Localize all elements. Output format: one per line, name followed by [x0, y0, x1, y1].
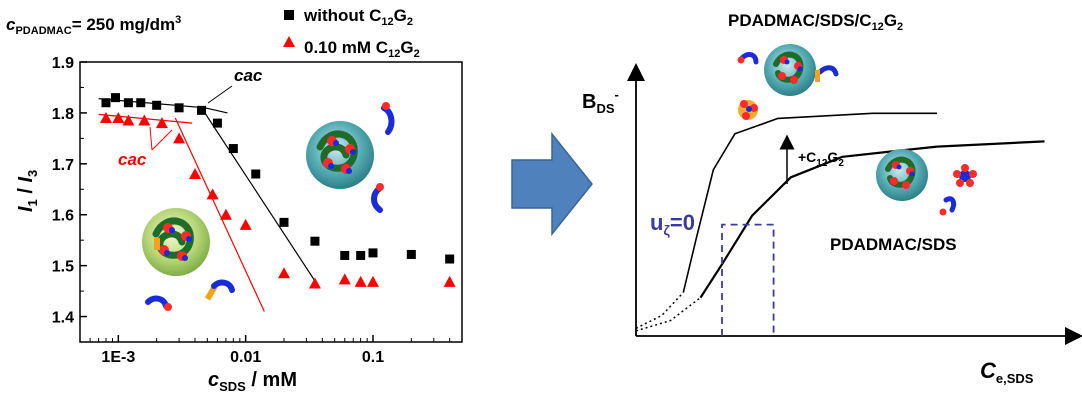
x-tick-label: 1E-3 — [101, 349, 135, 366]
left-data-points — [99, 93, 456, 289]
curve-dotted-part — [635, 297, 701, 332]
data-point-square — [136, 98, 146, 108]
data-point-square — [197, 105, 207, 115]
fit-line — [174, 117, 265, 312]
data-point-square — [445, 254, 455, 264]
data-point-triangle — [219, 208, 232, 220]
cac-pointer-red — [151, 129, 173, 151]
data-point-triangle — [308, 277, 321, 289]
data-point-triangle — [173, 132, 186, 144]
data-point-square — [310, 236, 320, 246]
right-top-label: PDADMAC/SDS/C12G2 — [728, 11, 903, 33]
surfactant-top-right-icon — [815, 65, 839, 82]
x-tick-label: 0.01 — [230, 349, 261, 366]
right-axes — [627, 63, 1082, 345]
left-chart: 1.4 1.5 1.6 1.7 1.8 1.9 1E-3 0.01 0.1 cPDADMAC= … — [6, 6, 463, 394]
data-point-square — [406, 249, 416, 259]
right-y-axis-label: BDS- — [582, 87, 619, 116]
x-tick-label: 0.1 — [362, 349, 384, 366]
data-point-triangle — [239, 218, 252, 230]
y-tick-label: 1.5 — [52, 259, 74, 276]
data-point-triangle — [277, 267, 290, 279]
transition-arrow-icon — [511, 131, 593, 237]
surfactant-bottom-icon — [939, 196, 957, 216]
micelle-teal-icon — [306, 121, 374, 189]
right-bottom-label: PDADMAC/SDS — [830, 235, 957, 254]
complex-bottom-icon — [876, 149, 928, 201]
curve-dotted-part — [635, 291, 684, 329]
right-chart: BDS- Ce,SDS PDADMAC/SDS/C12G2 PDADMAC/SD… — [582, 11, 1082, 386]
data-point-triangle — [112, 112, 125, 123]
data-point-square — [279, 217, 289, 227]
data-point-triangle — [138, 114, 151, 126]
left-plot-frame — [79, 61, 463, 343]
fit-line — [200, 107, 316, 282]
data-point-square — [368, 248, 378, 258]
zeta-zero-label: uζ=0 — [650, 210, 695, 238]
legend-marker-triangle — [283, 36, 295, 47]
data-point-triangle — [338, 273, 351, 285]
left-legend: without C12G2 0.10 mM C12G2 — [283, 6, 420, 60]
data-point-square — [123, 98, 133, 108]
data-point-triangle — [122, 114, 135, 126]
zeta-box — [721, 223, 775, 336]
left-x-axis-label: cSDS / mM — [208, 369, 297, 394]
curve-with-c12g2 — [682, 112, 937, 293]
legend-marker-square — [284, 10, 294, 20]
data-point-square — [340, 250, 350, 260]
data-point-square — [356, 250, 366, 260]
surfactant-blue-icon — [371, 102, 395, 213]
data-point-square — [251, 169, 261, 179]
data-point-triangle — [206, 188, 219, 200]
micelle-small-icon — [953, 164, 977, 187]
data-point-square — [101, 98, 111, 108]
curve-without-c12g2 — [699, 140, 1045, 299]
data-point-square — [110, 93, 120, 103]
data-point-square — [174, 103, 184, 113]
data-point-triangle — [366, 275, 379, 287]
data-point-triangle — [354, 275, 367, 287]
y-tick-label: 1.8 — [52, 106, 74, 123]
left-fit-lines — [98, 98, 316, 312]
y-tick-label: 1.4 — [52, 310, 74, 327]
data-point-square — [212, 118, 222, 128]
y-tick-label: 1.6 — [52, 208, 74, 225]
right-curves — [635, 112, 1045, 336]
cac-pointer-black — [207, 85, 233, 104]
data-point-square — [152, 100, 162, 110]
data-point-triangle — [155, 117, 168, 129]
left-y-axis-label: I1 / I3 — [15, 170, 40, 212]
cac-pointer-red-2 — [149, 126, 153, 151]
y-tick-label: 1.9 — [52, 55, 74, 72]
arrow-label: +C12G2 — [798, 149, 844, 169]
surfactant-top-left-icon — [737, 52, 759, 120]
right-x-axis-label: Ce,SDS — [980, 358, 1034, 386]
legend-label-with: 0.10 mM C12G2 — [304, 38, 420, 60]
data-point-triangle — [188, 168, 201, 179]
cac-label-red: cac — [118, 150, 147, 169]
legend-label-without: without C12G2 — [303, 6, 413, 28]
micelle-green-icon — [142, 208, 210, 276]
cac-label-black: cac — [234, 66, 263, 85]
surfactant-pair-icon — [145, 279, 235, 311]
data-point-triangle — [99, 112, 112, 123]
concentration-annotation: cPDADMAC= 250 mg/dm3 — [6, 14, 181, 37]
complex-top-icon — [764, 44, 816, 96]
y-tick-label: 1.7 — [52, 157, 74, 174]
data-point-square — [228, 144, 238, 154]
data-point-triangle — [443, 275, 456, 287]
left-axis-ticks: 1.4 1.5 1.6 1.7 1.8 1.9 1E-3 0.01 0.1 — [52, 55, 463, 366]
